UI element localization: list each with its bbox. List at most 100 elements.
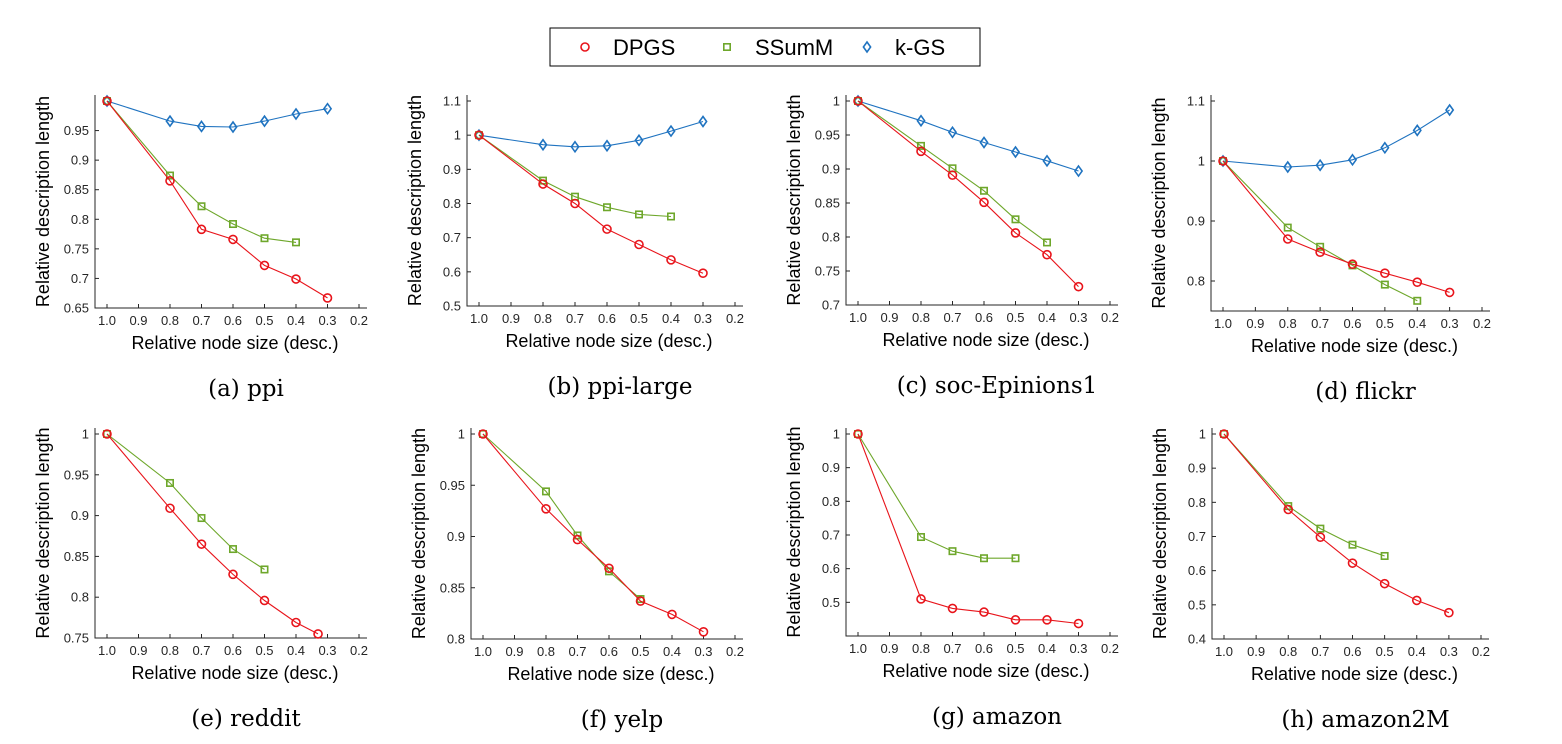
series-ssumm [1220, 429, 1389, 560]
y-tick-label: 0.9 [822, 460, 840, 475]
data-point-k-gs [291, 107, 301, 121]
data-point-dpgs [102, 96, 112, 106]
data-point-dpgs [1379, 578, 1390, 589]
data-point-k-gs [853, 94, 863, 108]
legend-label-k-gs: k-GS [895, 35, 945, 60]
y-tick-label: 0.6 [443, 264, 461, 279]
legend-marker-k-gs [862, 40, 872, 54]
data-point-k-gs [196, 120, 207, 133]
data-point-dpgs [259, 260, 270, 271]
data-point-k-gs [602, 139, 612, 153]
data-point-dpgs [1347, 558, 1358, 568]
series-k-gs [102, 94, 333, 134]
x-tick-label: 0.4 [1408, 644, 1426, 659]
x-tick-label: 0.9 [1246, 316, 1264, 331]
data-point-dpgs [259, 595, 270, 606]
x-tick-label: 0.6 [1343, 644, 1361, 659]
y-tick-label: 0.9 [71, 153, 89, 168]
x-tick-label: 0.2 [1101, 641, 1119, 656]
legend-entry-dpgs: DPGS [580, 35, 675, 60]
y-tick-label: 0.8 [822, 230, 840, 245]
data-point-ssumm [260, 234, 269, 243]
data-point-dpgs [541, 504, 551, 514]
x-tick-label: 0.2 [726, 644, 744, 659]
series-k-gs [853, 94, 1084, 178]
y-tick-label: 1 [1198, 154, 1205, 169]
x-tick-label: 0.6 [975, 641, 993, 656]
chart-panel-e-reddit: 1.0 0.9 0.8 0.7 0.6 0.5 0.4 0.3 0.2 0.75 0.8 0.85 0.… [33, 427, 368, 733]
series-line-k-gs [857, 100, 1079, 172]
x-tick-label: 0.8 [161, 643, 179, 658]
data-point-ssumm [1316, 242, 1325, 251]
x-axis-label: Relative node size (desc.) [882, 661, 1089, 681]
data-point-dpgs [853, 429, 863, 439]
y-tick-label: 0.75 [815, 264, 840, 279]
x-tick-label: 0.7 [568, 644, 586, 659]
y-tick-label: 0.95 [64, 467, 89, 482]
y-tick-label: 0.85 [440, 580, 465, 595]
y-tick-label: 0.7 [443, 230, 461, 245]
data-point-dpgs [1283, 504, 1294, 515]
x-tick-label: 0.2 [1473, 316, 1491, 331]
y-tick-label: 0.95 [64, 123, 89, 138]
data-point-dpgs [635, 596, 646, 606]
x-tick-label: 0.3 [318, 313, 336, 328]
data-point-ssumm [979, 554, 988, 563]
data-point-dpgs [538, 179, 548, 189]
x-tick-label: 0.3 [1069, 641, 1087, 656]
panel-caption: (h) amazon2M [1281, 707, 1449, 733]
y-tick-label: 1 [458, 427, 465, 442]
chart-panel-h-amazon2m: 1.0 0.9 0.8 0.7 0.6 0.5 0.4 0.3 0.2 0.4 0.5 0.6 0.7 0… [1150, 427, 1490, 734]
x-tick-label: 0.7 [1311, 316, 1329, 331]
x-tick-label: 1.0 [849, 641, 867, 656]
series-line-dpgs [478, 134, 704, 274]
data-point-dpgs [228, 569, 238, 580]
y-tick-label: 0.75 [64, 631, 89, 646]
x-tick-label: 0.5 [255, 643, 273, 658]
x-tick-label: 0.5 [255, 313, 273, 328]
data-point-dpgs [604, 563, 614, 574]
y-tick-label: 0.9 [447, 529, 465, 544]
data-point-ssumm [291, 238, 300, 247]
data-point-dpgs [1347, 259, 1358, 270]
legend: DPGS SSumM k-GS [549, 27, 981, 67]
data-point-ssumm [166, 478, 175, 487]
data-point-dpgs [228, 234, 238, 245]
data-point-k-gs [1042, 154, 1052, 168]
x-tick-label: 1.0 [98, 643, 116, 658]
x-tick-label: 0.7 [943, 310, 961, 325]
x-tick-label: 0.7 [1311, 644, 1329, 659]
y-tick-label: 0.9 [443, 162, 461, 177]
data-point-dpgs [1444, 607, 1454, 618]
data-point-k-gs [322, 102, 333, 116]
series-k-gs [474, 115, 708, 154]
series-ssumm [103, 97, 300, 247]
data-point-dpgs [602, 224, 612, 234]
x-axis-label: Relative node size (desc.) [1251, 336, 1458, 356]
data-point-dpgs [102, 429, 112, 439]
data-point-dpgs [698, 268, 708, 279]
chart-panel-d-flickr: 1.0 0.9 0.8 0.7 0.6 0.5 0.4 0.3 0.2 0.8 0.9 1 1.1 Rel… [1149, 94, 1491, 406]
x-tick-label: 0.8 [161, 313, 179, 328]
data-point-k-gs [1380, 141, 1390, 155]
data-point-ssumm [1011, 215, 1020, 224]
x-tick-label: 0.2 [350, 313, 368, 328]
y-tick-label: 0.85 [64, 549, 89, 564]
panel-caption: (g) amazon [932, 704, 1062, 730]
legend-marker-ssumm [722, 42, 731, 51]
y-tick-label: 1 [454, 128, 461, 143]
y-tick-label: 0.8 [71, 212, 89, 227]
x-tick-label: 0.4 [1038, 310, 1056, 325]
data-point-dpgs [1218, 156, 1228, 166]
series-line-ssumm [1222, 160, 1418, 302]
data-point-dpgs [322, 293, 333, 303]
data-point-ssumm [1283, 223, 1292, 232]
y-tick-label: 0.6 [822, 561, 840, 576]
data-point-ssumm [979, 186, 988, 195]
series-line-dpgs [857, 100, 1079, 287]
data-point-ssumm [916, 533, 925, 542]
panel-caption: (e) reddit [191, 706, 301, 732]
y-tick-label: 1 [833, 94, 840, 109]
data-point-ssumm [634, 210, 643, 219]
x-tick-label: 1.0 [470, 311, 488, 326]
